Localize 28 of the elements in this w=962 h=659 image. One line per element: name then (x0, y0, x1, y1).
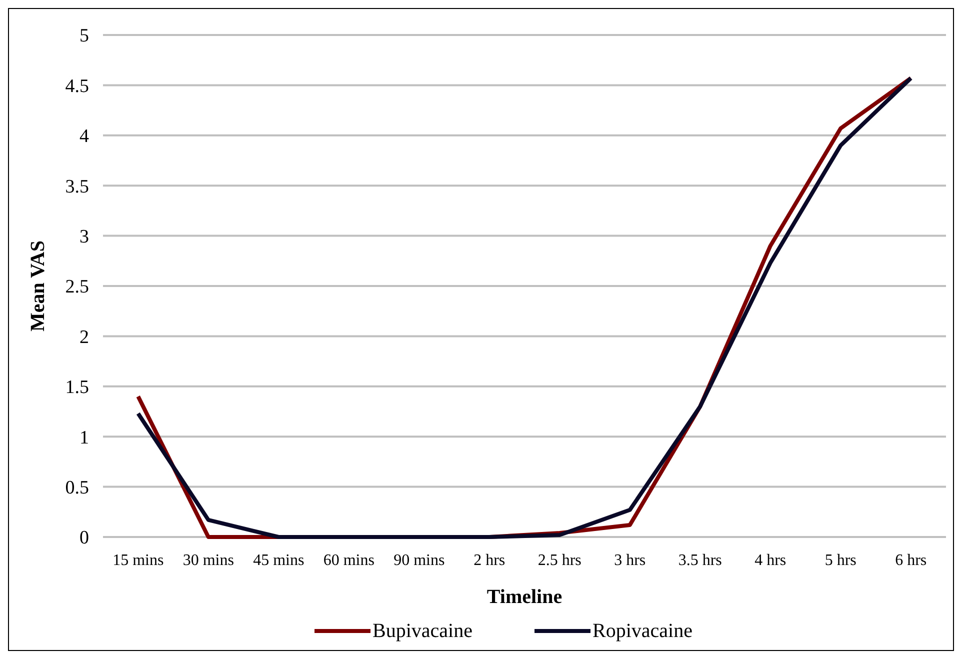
x-tick-label: 15 mins (112, 552, 164, 569)
y-axis-title: Mean VAS (27, 240, 49, 332)
y-tick-label: 2 (80, 326, 89, 348)
y-tick-label: 5 (80, 26, 89, 47)
y-tick-label: 0 (80, 528, 89, 549)
x-axis-title: Timeline (486, 586, 562, 608)
x-tick-label: 45 mins (253, 552, 304, 569)
y-tick-label: 3 (80, 226, 89, 248)
y-tick-label: 1.5 (65, 377, 89, 398)
x-tick-label: 2 hrs (474, 552, 506, 569)
x-tick-label: 4 hrs (754, 552, 786, 569)
x-tick-label: 2.5 hrs (538, 552, 582, 569)
y-tick-label: 4.5 (65, 76, 89, 97)
x-tick-label: 3 hrs (614, 552, 646, 569)
x-tick-label: 30 mins (182, 552, 234, 569)
x-tick-label: 5 hrs (824, 552, 856, 569)
legend-label: Bupivacaine (372, 620, 473, 642)
y-tick-label: 2.5 (65, 276, 89, 298)
x-tick-label: 90 mins (394, 552, 445, 569)
legend-label: Ropivacaine (592, 620, 693, 642)
y-tick-label: 4 (80, 126, 90, 148)
x-tick-label: 6 hrs (895, 552, 927, 569)
y-tick-label: 0.5 (65, 477, 89, 498)
y-tick-label: 1 (80, 427, 89, 448)
line-series (136, 76, 913, 539)
y-tick-label: 3.5 (65, 176, 89, 198)
x-tick-label: 3.5 hrs (678, 552, 722, 569)
x-tick-label: 60 mins (323, 552, 374, 569)
